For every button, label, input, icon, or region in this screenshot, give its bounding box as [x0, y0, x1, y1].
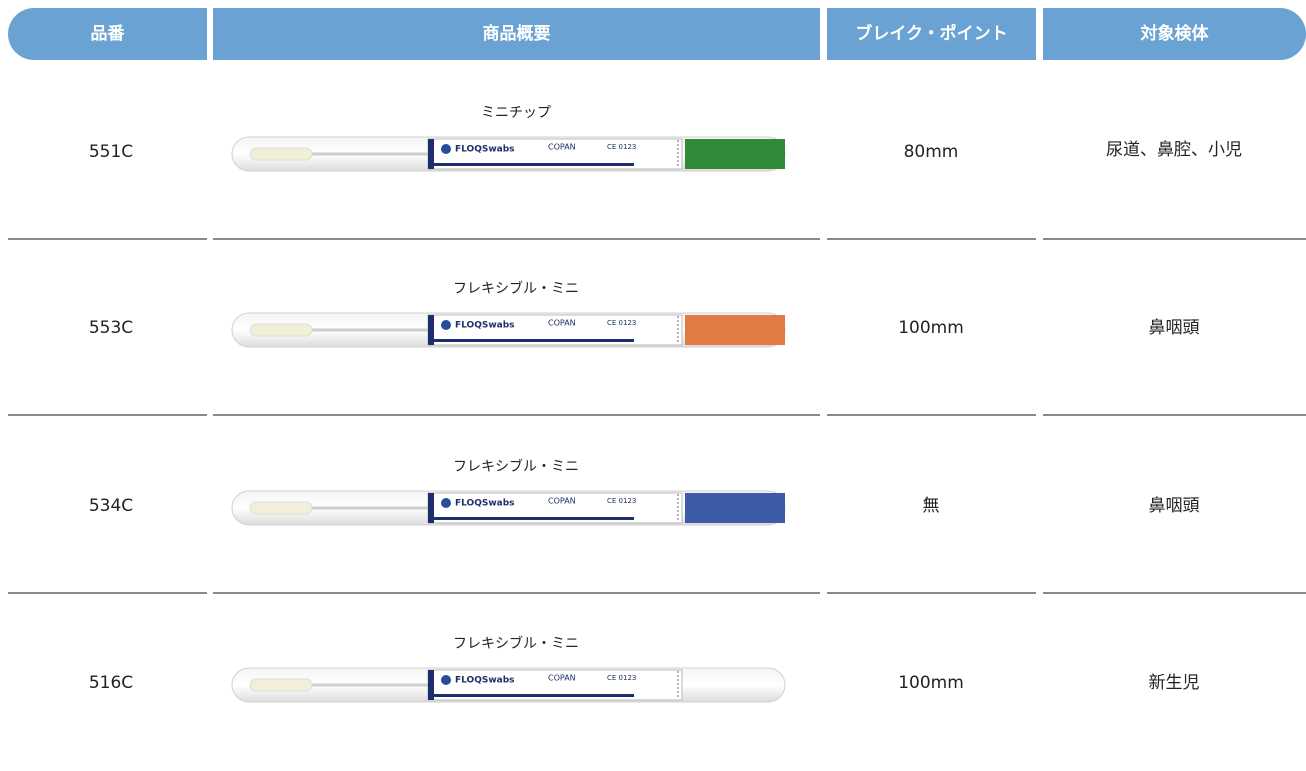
- header-text: 対象検体: [1140, 23, 1210, 44]
- break-point: 無: [923, 496, 940, 516]
- logo: [441, 320, 451, 330]
- swab-tip: [249, 678, 313, 692]
- specimen: 尿道、鼻腔、小児: [1106, 140, 1242, 160]
- logo: [441, 675, 451, 685]
- specimen: 新生児: [1149, 673, 1200, 693]
- swab-maker: COPAN: [548, 143, 576, 152]
- swab-image: FLOQSwabs COPAN CE 0123: [231, 312, 786, 348]
- swab-tip: [249, 323, 313, 337]
- swab-image: FLOQSwabs COPAN CE 0123: [231, 136, 786, 172]
- product-name: フレキシブル・ミニ: [453, 635, 579, 652]
- label-bottom: [434, 517, 634, 520]
- header-cell: [827, 8, 1036, 60]
- swab-brand: FLOQSwabs: [455, 676, 515, 686]
- product-code: 534C: [89, 496, 133, 516]
- break-point: 100mm: [898, 318, 964, 338]
- product-code: 551C: [89, 142, 133, 162]
- swab-image: FLOQSwabs COPAN CE 0123: [231, 667, 786, 703]
- swab-tip: [249, 501, 313, 515]
- logo: [441, 144, 451, 154]
- header-text: 商品概要: [483, 23, 551, 44]
- swab-mark: CE 0123: [607, 674, 636, 682]
- product-code: 553C: [89, 318, 133, 338]
- label-band: [428, 493, 434, 523]
- break-point: 100mm: [898, 673, 964, 693]
- swab-mark: CE 0123: [607, 497, 636, 505]
- label-band: [428, 139, 434, 169]
- label-band: [428, 670, 434, 700]
- label-bottom: [434, 163, 634, 166]
- break-point: 80mm: [904, 142, 959, 162]
- header-text: ブレイク・ポイント: [855, 23, 1007, 44]
- swab-brand: FLOQSwabs: [455, 145, 515, 155]
- product-name: フレキシブル・ミニ: [453, 458, 579, 475]
- swab-brand: FLOQSwabs: [455, 321, 515, 331]
- cap: [685, 493, 785, 523]
- header-cell: [8, 8, 207, 60]
- specimen: 鼻咽頭: [1149, 496, 1200, 516]
- header-text: 品番: [91, 24, 126, 44]
- label-band: [428, 315, 434, 345]
- swab-mark: CE 0123: [607, 319, 636, 327]
- cap: [685, 315, 785, 345]
- swab-mark: CE 0123: [607, 143, 636, 151]
- product-name: ミニチップ: [481, 105, 551, 121]
- swab-brand: FLOQSwabs: [455, 499, 515, 509]
- swab-maker: COPAN: [548, 497, 576, 506]
- product-code: 516C: [89, 673, 133, 693]
- swab-maker: COPAN: [548, 674, 576, 683]
- label-bottom: [434, 339, 634, 342]
- logo: [441, 498, 451, 508]
- specimen: 鼻咽頭: [1149, 318, 1200, 338]
- header-cell: [213, 8, 820, 60]
- swab-image: FLOQSwabs COPAN CE 0123: [231, 490, 786, 526]
- header-cell: [1043, 8, 1306, 60]
- swab-tip: [249, 147, 313, 161]
- label-bottom: [434, 694, 634, 697]
- cap: [685, 139, 785, 169]
- swab-maker: COPAN: [548, 319, 576, 328]
- product-name: フレキシブル・ミニ: [453, 280, 579, 297]
